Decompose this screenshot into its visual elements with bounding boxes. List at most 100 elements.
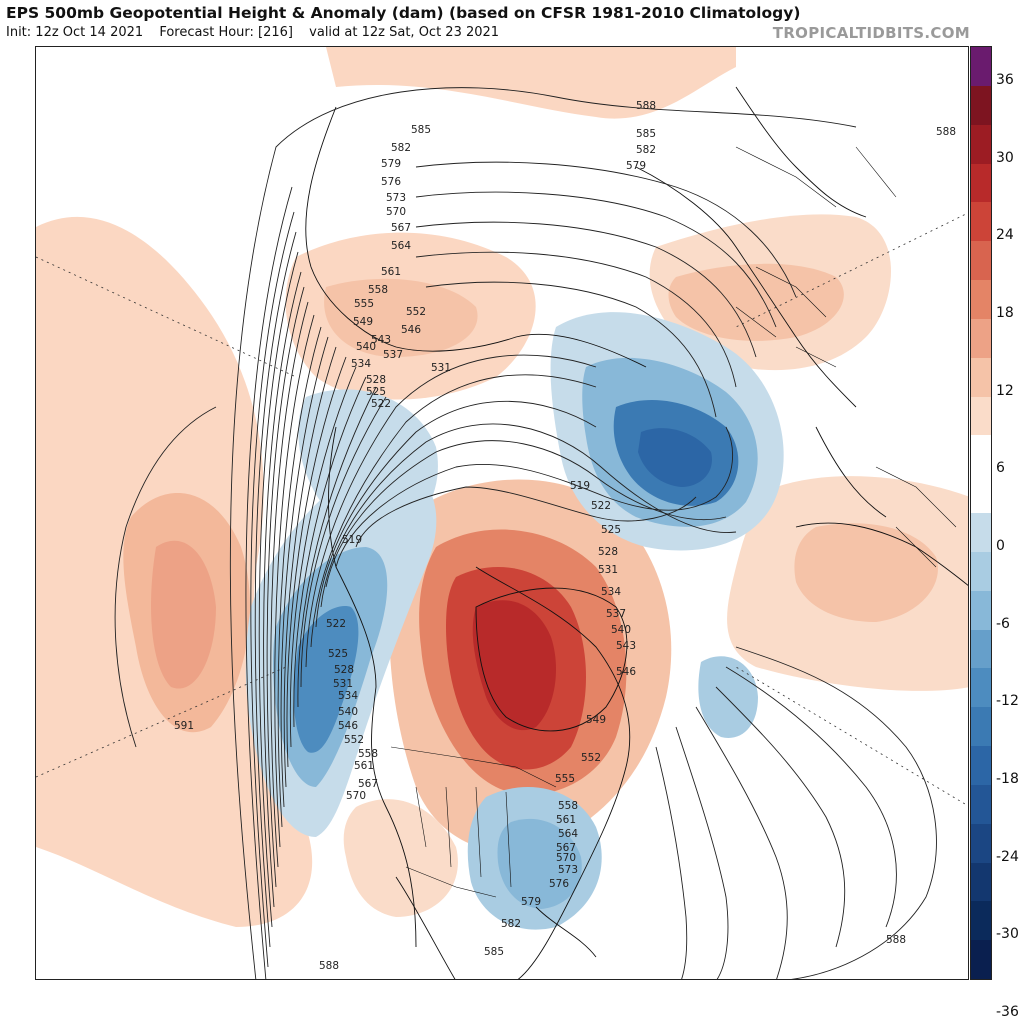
colorbar-label: -18 bbox=[996, 770, 1019, 787]
colorbar-segment bbox=[971, 668, 991, 708]
coastline-gulf bbox=[535, 906, 597, 958]
contour-label: 540 bbox=[338, 706, 358, 718]
contour-north-arc-4 bbox=[415, 251, 737, 388]
contour-label: 546 bbox=[401, 324, 421, 336]
contour-label: 573 bbox=[558, 864, 578, 876]
trough-atlantic bbox=[698, 656, 758, 738]
contour-525 bbox=[325, 440, 727, 588]
contour-label: 555 bbox=[555, 773, 575, 785]
contour-label: 549 bbox=[353, 316, 373, 328]
init-time: Init: 12z Oct 14 2021 bbox=[6, 25, 144, 40]
boundary-africa bbox=[875, 466, 957, 568]
contour-522 bbox=[335, 426, 733, 568]
contour-label: 528 bbox=[598, 546, 618, 558]
negative-anomaly-shading bbox=[245, 312, 784, 930]
contour-582 bbox=[250, 211, 295, 968]
contour-label: 564 bbox=[558, 828, 578, 840]
contour-546 bbox=[293, 376, 367, 728]
contour-label: 579 bbox=[521, 896, 541, 908]
contour-east-arc-6 bbox=[655, 746, 688, 979]
contour-552 bbox=[286, 356, 347, 768]
contour-label: 519 bbox=[342, 534, 362, 546]
colorbar-segment bbox=[971, 85, 991, 126]
chart-subtitle: Init: 12z Oct 14 2021 Forecast Hour: [21… bbox=[6, 25, 511, 40]
coastline-greenland bbox=[475, 587, 628, 732]
anomaly-east-asia-core bbox=[794, 523, 938, 622]
anomaly-top-band bbox=[326, 47, 736, 119]
contour-label: 558 bbox=[558, 800, 578, 812]
contour-519 bbox=[355, 486, 697, 548]
colorbar-segment bbox=[971, 435, 991, 475]
map-svg: 5885855825795885855825795765735705675645… bbox=[36, 47, 968, 979]
contour-576 bbox=[258, 251, 299, 928]
contour-label: 576 bbox=[549, 878, 569, 890]
contour-label: 525 bbox=[366, 386, 386, 398]
colorbar-label: -36 bbox=[996, 1003, 1019, 1020]
contour-label: 552 bbox=[406, 306, 426, 318]
contour-label: 585 bbox=[636, 128, 656, 140]
coastline-arabia bbox=[735, 86, 867, 218]
contour-label: 549 bbox=[586, 714, 606, 726]
valid-time: valid at 12z Sat, Oct 23 2021 bbox=[309, 25, 500, 40]
contour-label: 558 bbox=[358, 748, 378, 760]
colorbar-label: -30 bbox=[996, 926, 1019, 943]
contour-label: 522 bbox=[326, 618, 346, 630]
colorbar-segment bbox=[971, 318, 991, 359]
contour-540 bbox=[300, 396, 387, 688]
contour-label: 528 bbox=[366, 374, 386, 386]
contour-label: 576 bbox=[381, 176, 401, 188]
contour-label: 528 bbox=[334, 664, 354, 676]
contour-label: 519 bbox=[570, 480, 590, 492]
trough-alaska-core bbox=[293, 606, 359, 753]
contour-label: 561 bbox=[381, 266, 401, 278]
colorbar-label: 6 bbox=[996, 460, 1005, 477]
height-contours bbox=[114, 87, 937, 979]
anomaly-west-us bbox=[343, 799, 458, 917]
contour-label: 591 bbox=[174, 720, 194, 732]
colorbar-segment bbox=[971, 901, 991, 941]
contour-573 bbox=[263, 271, 302, 908]
contour-label: 534 bbox=[338, 690, 358, 702]
contour-label: 570 bbox=[386, 206, 406, 218]
colorbar-label: -12 bbox=[996, 693, 1019, 710]
coastline-asia-east bbox=[305, 106, 647, 368]
map-panel: 588 585 582 579 588 585 582 579 576 573 570 567 564 5… bbox=[35, 46, 969, 980]
contour-579 bbox=[254, 231, 297, 948]
contour-label: 588 bbox=[936, 126, 956, 138]
contour-label: 588 bbox=[636, 100, 656, 112]
contour-east-arc-4 bbox=[695, 706, 788, 979]
contour-east-arc-5 bbox=[675, 726, 729, 979]
colorbar-segment bbox=[971, 124, 991, 164]
coastline-europe-north bbox=[635, 166, 857, 408]
colorbar-segment bbox=[971, 280, 991, 320]
contour-east-arc-2 bbox=[725, 666, 897, 928]
contour-label: 573 bbox=[386, 192, 406, 204]
contour-label: 546 bbox=[338, 720, 358, 732]
colorbar-label: 18 bbox=[996, 304, 1014, 321]
colorbar-segment bbox=[971, 163, 991, 203]
chart-title: EPS 500mb Geopotential Height & Anomaly … bbox=[6, 4, 801, 22]
contour-label: 534 bbox=[351, 358, 371, 370]
anomaly-pacific-inner bbox=[151, 540, 216, 689]
contour-label: 555 bbox=[354, 298, 374, 310]
contour-549 bbox=[289, 366, 357, 748]
brand-watermark: TROPICALTIDBITS.COM bbox=[772, 24, 970, 42]
anomaly-siberia-inner bbox=[324, 278, 478, 357]
colorbar-label: 24 bbox=[996, 227, 1014, 244]
contour-label: 552 bbox=[581, 752, 601, 764]
colorbar-segment bbox=[971, 357, 991, 397]
graticule-lines bbox=[36, 212, 968, 807]
contour-label: 534 bbox=[601, 586, 621, 598]
boundary-us-states bbox=[415, 786, 512, 888]
boundary-asia bbox=[735, 146, 897, 208]
contour-label: 567 bbox=[358, 778, 378, 790]
contour-label: 522 bbox=[371, 398, 391, 410]
contour-label: 588 bbox=[319, 960, 339, 972]
contour-label: 558 bbox=[368, 284, 388, 296]
trough-siberia-inner bbox=[638, 428, 712, 487]
coastline-mexico bbox=[395, 876, 456, 979]
coastline-north-america-west bbox=[328, 426, 417, 948]
colorbar-label: -6 bbox=[996, 615, 1010, 632]
contour-label: 537 bbox=[383, 349, 403, 361]
colorbar-segment bbox=[971, 513, 991, 553]
